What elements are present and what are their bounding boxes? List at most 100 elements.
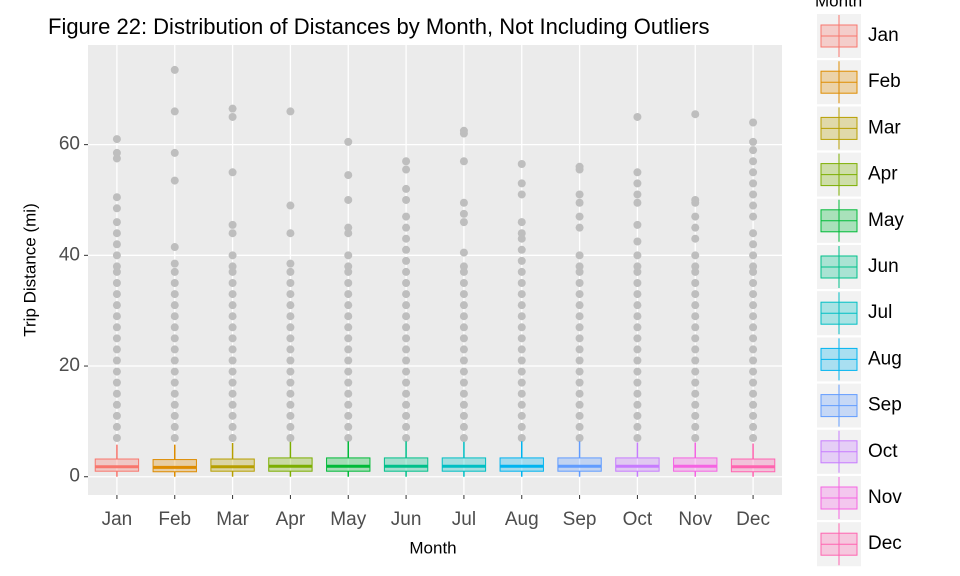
outlier <box>170 323 179 332</box>
outlier <box>459 209 468 218</box>
outlier <box>459 345 468 354</box>
outlier <box>112 367 121 376</box>
outlier <box>228 312 237 321</box>
outlier <box>344 195 353 204</box>
outlier <box>575 389 584 398</box>
outlier <box>633 323 642 332</box>
outlier <box>749 146 758 155</box>
outlier <box>228 301 237 310</box>
outlier <box>575 262 584 271</box>
outlier <box>633 262 642 271</box>
outlier <box>459 323 468 332</box>
outlier <box>170 65 179 74</box>
outlier <box>228 433 237 442</box>
y-axis-label: Trip Distance (mi) <box>20 203 39 337</box>
outlier <box>633 237 642 246</box>
outlier <box>112 154 121 163</box>
outlier <box>402 323 411 332</box>
outlier <box>286 378 295 387</box>
outlier <box>749 229 758 238</box>
outlier <box>575 378 584 387</box>
outlier <box>633 356 642 365</box>
outlier <box>286 356 295 365</box>
outlier <box>575 190 584 199</box>
outlier <box>459 267 468 276</box>
outlier <box>517 229 526 238</box>
outlier <box>112 400 121 409</box>
outlier <box>402 212 411 221</box>
outlier <box>344 137 353 146</box>
outlier <box>691 433 700 442</box>
box <box>210 458 255 472</box>
outlier <box>112 229 121 238</box>
outlier <box>749 356 758 365</box>
outlier <box>749 301 758 310</box>
outlier <box>228 356 237 365</box>
outlier <box>286 422 295 431</box>
box <box>152 459 197 473</box>
outlier <box>170 334 179 343</box>
legend: Jan Feb Mar Apr May Jun Jul Aug Sep Oct Nov Dec <box>817 14 904 567</box>
box <box>499 457 544 472</box>
outlier <box>228 345 237 354</box>
outlier <box>575 267 584 276</box>
outlier <box>402 378 411 387</box>
legend-label: Apr <box>868 164 898 185</box>
x-tick-label: Jan <box>102 509 133 530</box>
outlier <box>228 389 237 398</box>
outlier <box>228 378 237 387</box>
outlier <box>344 223 353 232</box>
legend-label: Feb <box>868 71 901 92</box>
outlier <box>749 378 758 387</box>
outlier <box>344 411 353 420</box>
outlier <box>112 279 121 288</box>
outlier <box>112 218 121 227</box>
outlier <box>402 195 411 204</box>
outlier <box>402 400 411 409</box>
outlier <box>459 400 468 409</box>
outlier <box>575 334 584 343</box>
plot-panel <box>88 45 782 495</box>
outlier <box>112 262 121 271</box>
outlier <box>749 267 758 276</box>
outlier <box>517 234 526 243</box>
outlier <box>691 323 700 332</box>
outlier <box>517 323 526 332</box>
outlier <box>459 367 468 376</box>
outlier <box>459 301 468 310</box>
outlier <box>170 279 179 288</box>
outlier <box>691 234 700 243</box>
outlier <box>575 223 584 232</box>
outlier <box>228 279 237 288</box>
outlier <box>344 356 353 365</box>
outlier <box>402 301 411 310</box>
outlier <box>575 212 584 221</box>
outlier <box>749 279 758 288</box>
outlier <box>112 389 121 398</box>
outlier <box>170 389 179 398</box>
outlier <box>112 290 121 299</box>
outlier <box>633 334 642 343</box>
marks <box>94 65 776 477</box>
outlier <box>517 301 526 310</box>
outlier <box>228 229 237 238</box>
outlier <box>691 212 700 221</box>
x-tick-label: Sep <box>563 509 597 530</box>
outlier <box>112 312 121 321</box>
legend-label: Nov <box>868 487 902 508</box>
x-tick-label: Nov <box>678 509 712 530</box>
outlier <box>633 220 642 229</box>
outlier <box>170 411 179 420</box>
outlier <box>517 378 526 387</box>
outlier <box>575 411 584 420</box>
outlier <box>633 190 642 199</box>
outlier <box>517 279 526 288</box>
outlier <box>344 279 353 288</box>
outlier <box>112 301 121 310</box>
outlier <box>575 356 584 365</box>
outlier <box>170 433 179 442</box>
outlier <box>286 312 295 321</box>
outlier <box>112 267 121 276</box>
outlier <box>228 422 237 431</box>
outlier <box>633 301 642 310</box>
